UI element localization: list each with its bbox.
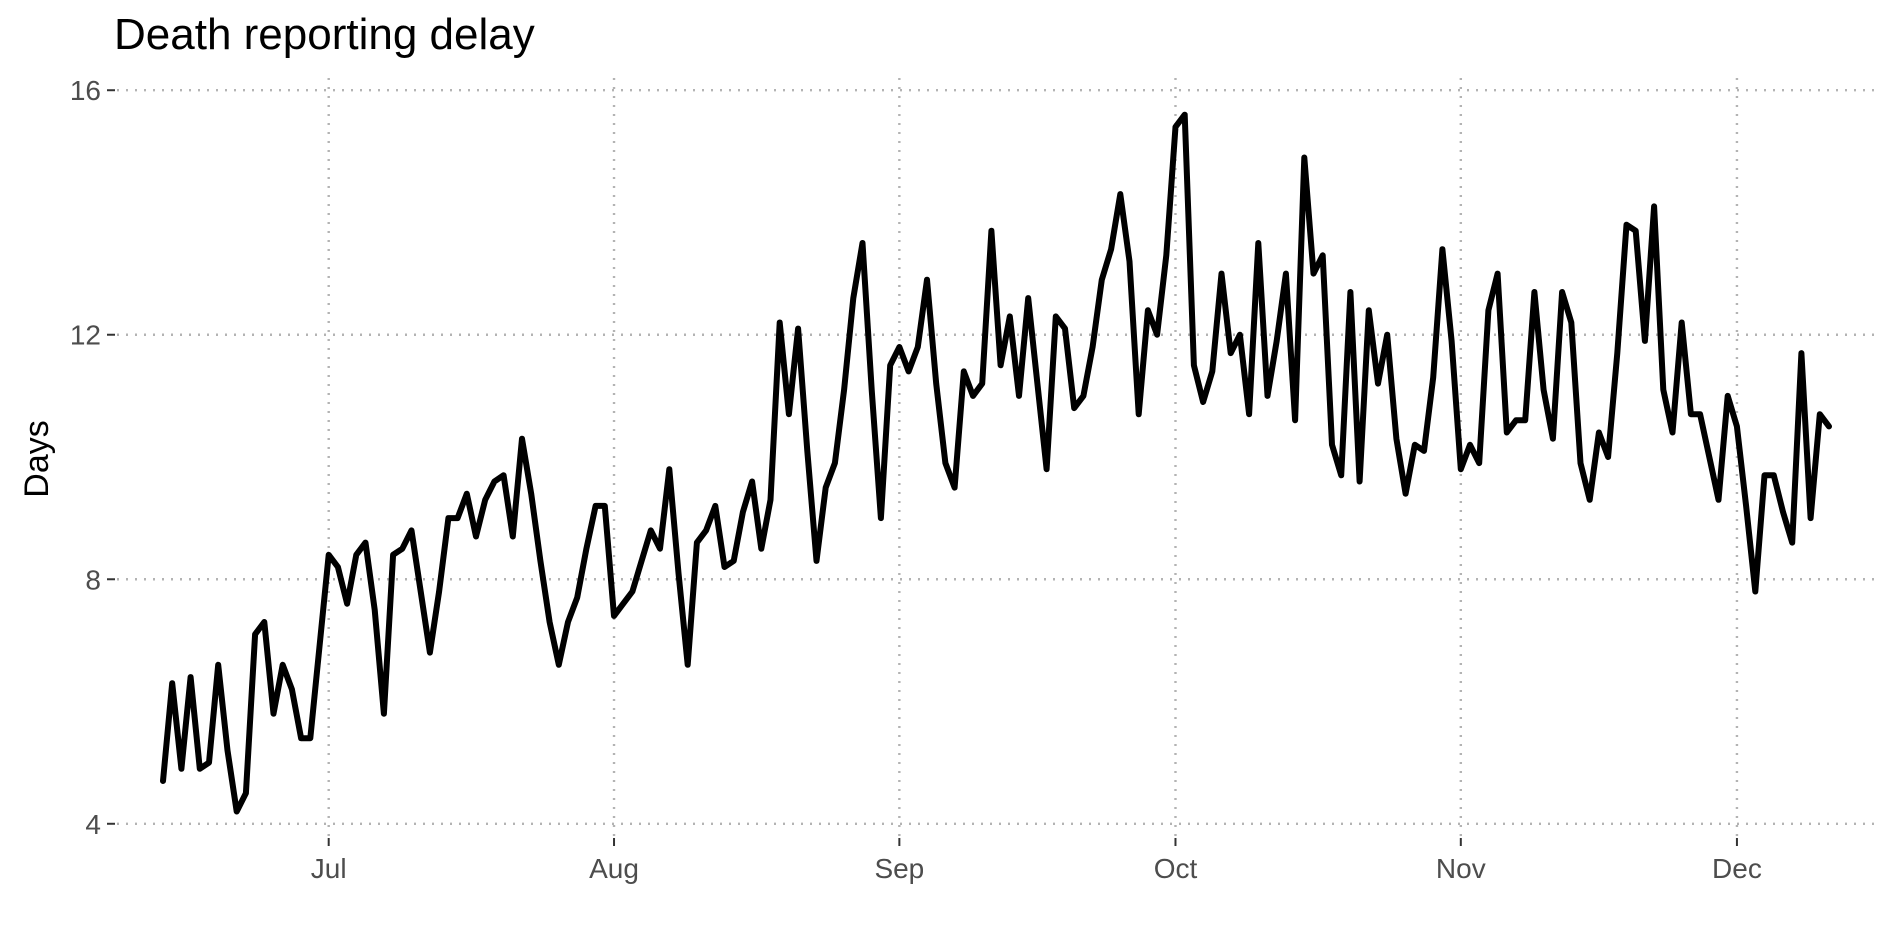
series-line (160, 111, 1832, 815)
chart-title: Death reporting delay (114, 10, 535, 59)
y-axis-ticks: 4 8 12 16 (70, 75, 115, 840)
x-tick-label: Sep (874, 853, 924, 884)
x-tick-label: Aug (589, 853, 639, 884)
y-tick-label: 4 (85, 809, 101, 840)
x-tick-label: Oct (1154, 853, 1198, 884)
x-tick-label: Jul (311, 853, 347, 884)
y-gridlines (117, 89, 1875, 825)
y-tick-label: 16 (70, 75, 101, 106)
y-tick-label: 8 (85, 564, 101, 595)
y-tick-label: 12 (70, 320, 101, 351)
x-axis-ticks: Jul Aug Sep Oct Nov Dec (311, 838, 1762, 884)
x-tick-label: Nov (1436, 853, 1486, 884)
series-layer (160, 111, 1832, 815)
x-gridlines (327, 78, 1739, 836)
x-tick-label: Dec (1712, 853, 1762, 884)
y-axis-title: Days (18, 420, 56, 497)
